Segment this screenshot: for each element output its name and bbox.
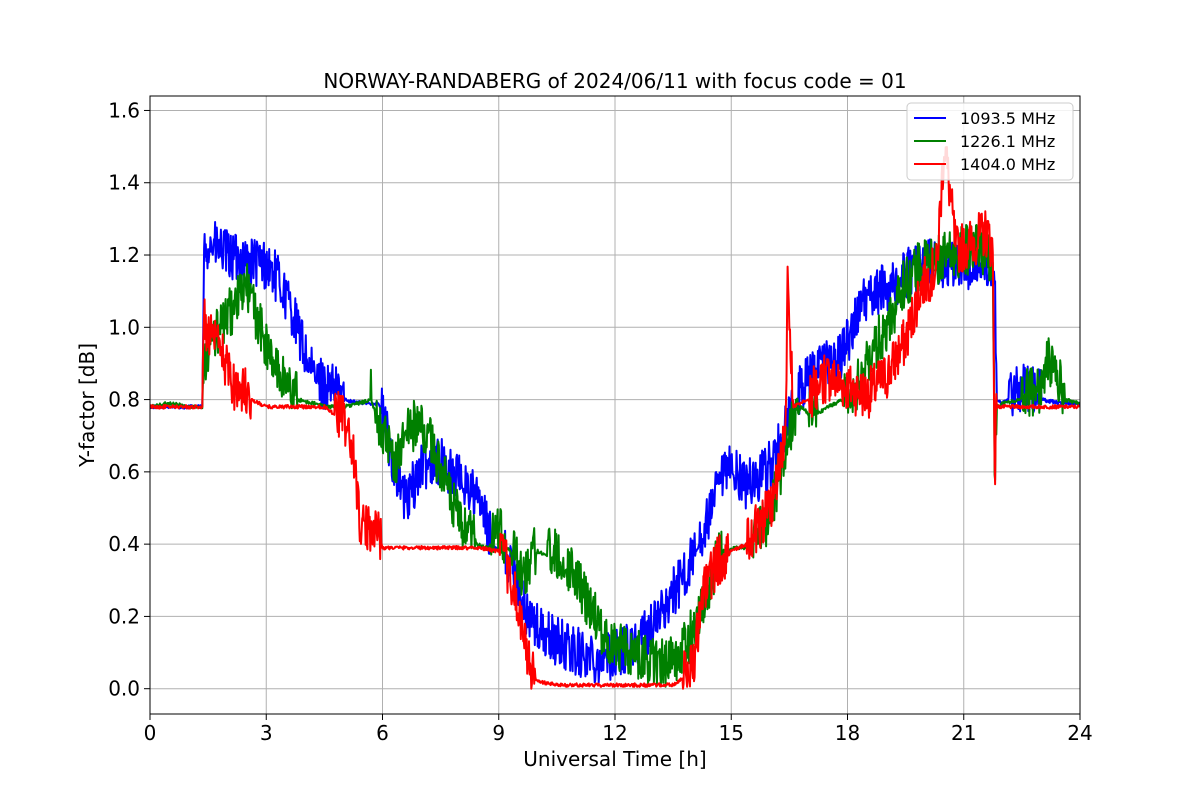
x-tick-label: 18: [835, 721, 860, 745]
y-tick-label: 0.0: [108, 677, 140, 701]
legend-label-1: 1093.5 MHz: [960, 109, 1055, 128]
plot-area: 0 3 6 9 12 15 18 21 24 0.0 0.2 0.4 0.6 0.8 1.0 1.2 1.4 1.…: [108, 95, 1093, 745]
x-tick-label: 12: [602, 721, 627, 745]
y-axis-label: Y-factor [dB]: [75, 343, 99, 468]
series-line-3: [150, 146, 1080, 690]
x-tick-label: 0: [144, 721, 157, 745]
y-tick-label: 0.4: [108, 532, 140, 556]
y-tick-label: 1.6: [108, 98, 140, 122]
x-tick-label: 9: [492, 721, 505, 745]
x-tick-label: 3: [260, 721, 273, 745]
legend-box: [906, 102, 1074, 181]
x-tick-label: 24: [1067, 721, 1092, 745]
legend: 1093.5 MHz 1226.1 MHz 1404.0 MHz: [906, 102, 1074, 181]
y-tick-label: 0.2: [108, 604, 140, 628]
legend-label-2: 1226.1 MHz: [960, 132, 1055, 151]
x-tick-label: 21: [951, 721, 976, 745]
y-tick-label: 1.2: [108, 243, 140, 267]
y-tick-label: 0.6: [108, 460, 140, 484]
y-tick-label: 0.8: [108, 388, 140, 412]
legend-label-3: 1404.0 MHz: [960, 155, 1055, 174]
chart-title: NORWAY-RANDABERG of 2024/06/11 with focu…: [323, 69, 906, 93]
y-tick-label: 1.0: [108, 315, 140, 339]
series-line-2: [150, 224, 1080, 688]
x-tick-label: 15: [719, 721, 744, 745]
x-axis-label: Universal Time [h]: [523, 747, 706, 771]
x-tick-label: 6: [376, 721, 389, 745]
y-tick-label: 1.4: [108, 171, 140, 195]
